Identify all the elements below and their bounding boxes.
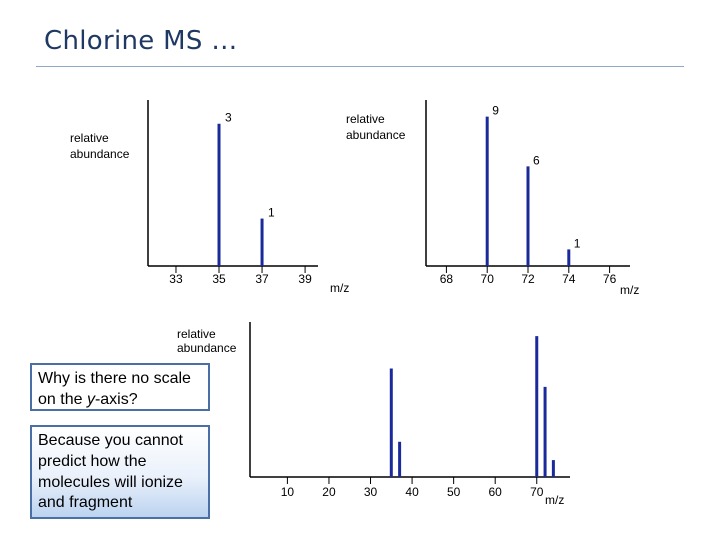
- x-tick-label: 39: [298, 272, 312, 286]
- y-axis-title: relative abundance: [70, 131, 130, 161]
- x-tick-label: 50: [447, 485, 461, 499]
- question-callout: Why is there no scale on the y-axis?: [30, 363, 210, 411]
- x-tick-label: 30: [364, 485, 378, 499]
- x-tick-label: 76: [603, 272, 617, 286]
- peak-label: 3: [225, 111, 232, 125]
- x-axis-title: m/z: [545, 493, 564, 507]
- answer-callout: Because you cannot predict how the molec…: [30, 425, 210, 519]
- x-tick-label: 60: [489, 485, 503, 499]
- x-tick-label: 33: [169, 272, 183, 286]
- x-tick-label: 40: [405, 485, 419, 499]
- title-divider: [36, 66, 684, 67]
- x-axis-title: m/z: [330, 281, 349, 295]
- x-tick-label: 74: [562, 272, 576, 286]
- x-tick-label: 72: [521, 272, 535, 286]
- peak-label: 1: [574, 236, 581, 250]
- question-text-start: Why is there no scale on the: [38, 370, 191, 408]
- answer-text: Because you cannot predict how the molec…: [38, 432, 183, 512]
- question-text-end: -axis?: [94, 390, 138, 408]
- question-text-axis: y: [86, 390, 95, 408]
- x-tick-label: 35: [212, 272, 226, 286]
- y-axis-title: relative abundance: [346, 112, 406, 142]
- x-tick-label: 20: [322, 485, 336, 499]
- x-axis-title: m/z: [620, 283, 639, 297]
- x-tick-label: 10: [281, 485, 295, 499]
- peak-label: 6: [533, 153, 540, 167]
- peak-label: 1: [268, 206, 275, 220]
- x-tick-label: 70: [530, 485, 544, 499]
- slide-title: Chlorine MS …: [44, 26, 238, 56]
- x-tick-label: 68: [440, 272, 454, 286]
- x-tick-label: 37: [255, 272, 269, 286]
- y-axis-title: relative abundance: [177, 327, 237, 355]
- peak-label: 9: [492, 104, 499, 118]
- x-tick-label: 70: [481, 272, 495, 286]
